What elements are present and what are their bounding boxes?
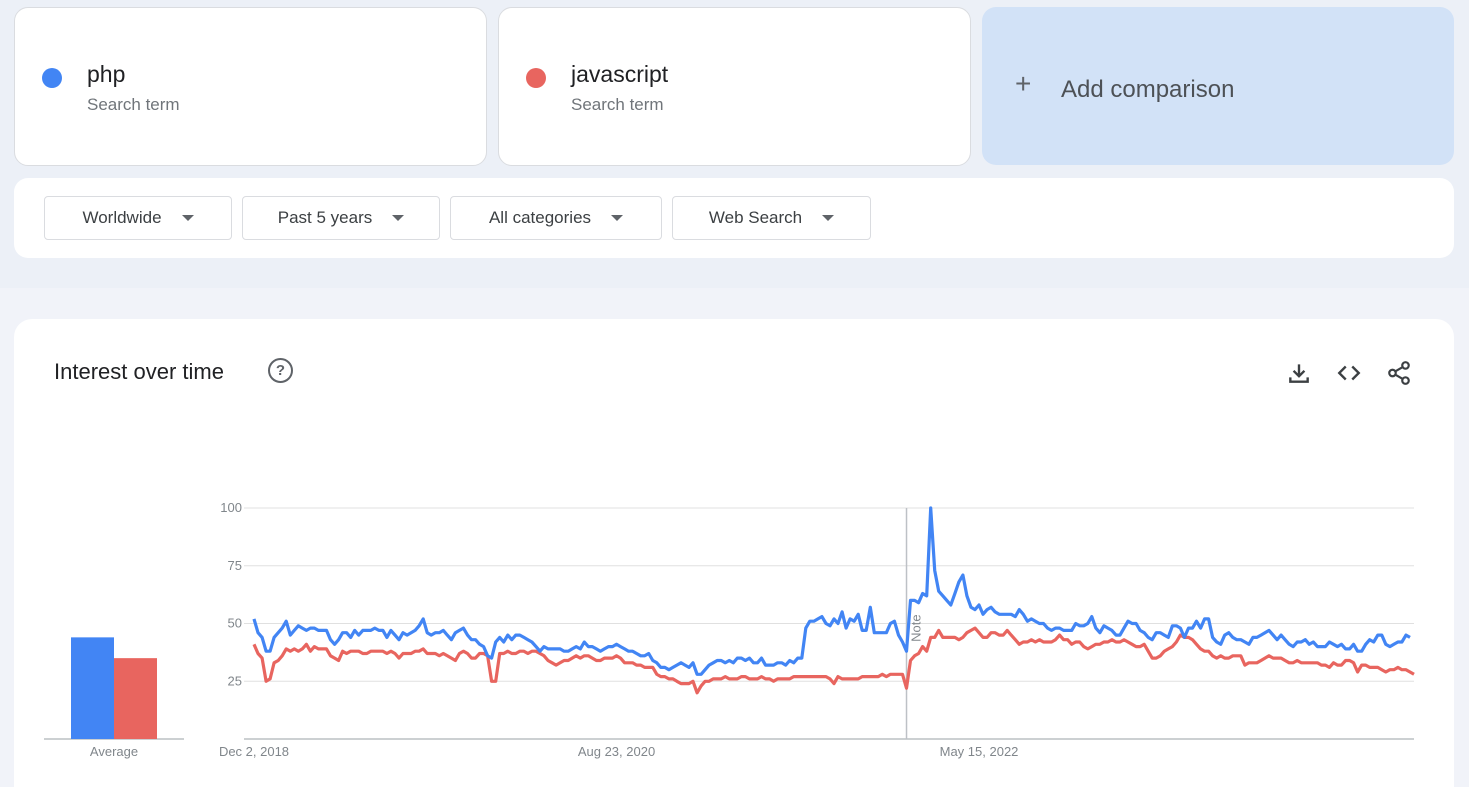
series-line-javascript <box>252 626 1415 695</box>
add-comparison-label: Add comparison <box>1061 76 1235 103</box>
share-icon[interactable] <box>1386 360 1412 386</box>
note-label: Note <box>909 614 924 641</box>
y-tick-label: 75 <box>228 558 242 573</box>
embed-icon[interactable] <box>1336 360 1362 386</box>
region-filter-label: Worldwide <box>82 208 162 227</box>
chart-title: Interest over time <box>54 359 224 384</box>
chevron-down-icon <box>822 215 835 221</box>
chart-labels: 25 50 75 100 Dec 2, 2018 Aug 23, 2020 May 15, … <box>90 500 1019 759</box>
y-tick-label: 50 <box>228 616 242 631</box>
javascript-color-dot <box>526 68 546 88</box>
y-tick-label: 100 <box>220 500 242 515</box>
interest-chart: 25 50 75 100 Dec 2, 2018 Aug 23, 2020 May 15, … <box>44 500 1415 759</box>
average-label: Average <box>90 744 138 759</box>
x-tick-label: May 15, 2022 <box>940 744 1019 759</box>
chart-series <box>252 506 1415 695</box>
average-bar-javascript <box>114 658 157 739</box>
term-subtitle: Search term <box>87 95 180 114</box>
term-card-javascript[interactable]: javascript Search term <box>498 7 971 166</box>
download-icon[interactable] <box>1286 360 1312 386</box>
average-bars <box>71 637 157 739</box>
chevron-down-icon <box>181 215 194 221</box>
category-filter[interactable]: All categories <box>450 196 662 240</box>
term-name: php <box>87 61 126 87</box>
php-color-dot <box>42 68 62 88</box>
filter-bar: Worldwide Past 5 years All categories We… <box>14 178 1454 258</box>
search-type-filter-label: Web Search <box>708 208 803 227</box>
x-tick-label: Dec 2, 2018 <box>219 744 289 759</box>
x-tick-label: Aug 23, 2020 <box>578 744 655 759</box>
interest-over-time-card: Interest over time ? 25 50 75 100 Dec 2, 201… <box>14 319 1454 787</box>
search-type-filter[interactable]: Web Search <box>672 196 871 240</box>
y-tick-label: 25 <box>228 673 242 688</box>
plus-icon: + <box>1015 68 1032 99</box>
region-filter[interactable]: Worldwide <box>44 196 232 240</box>
term-card-php[interactable]: php Search term <box>14 7 487 166</box>
category-filter-label: All categories <box>488 208 592 227</box>
help-icon[interactable]: ? <box>268 358 293 383</box>
term-name: javascript <box>571 61 669 87</box>
term-subtitle: Search term <box>571 95 664 114</box>
series-line-php <box>252 506 1411 676</box>
time-filter-label: Past 5 years <box>277 208 373 227</box>
average-bar-php <box>71 637 114 739</box>
time-filter[interactable]: Past 5 years <box>242 196 440 240</box>
add-comparison-button[interactable]: + Add comparison <box>982 7 1454 165</box>
chevron-down-icon <box>392 215 405 221</box>
chevron-down-icon <box>611 215 624 221</box>
